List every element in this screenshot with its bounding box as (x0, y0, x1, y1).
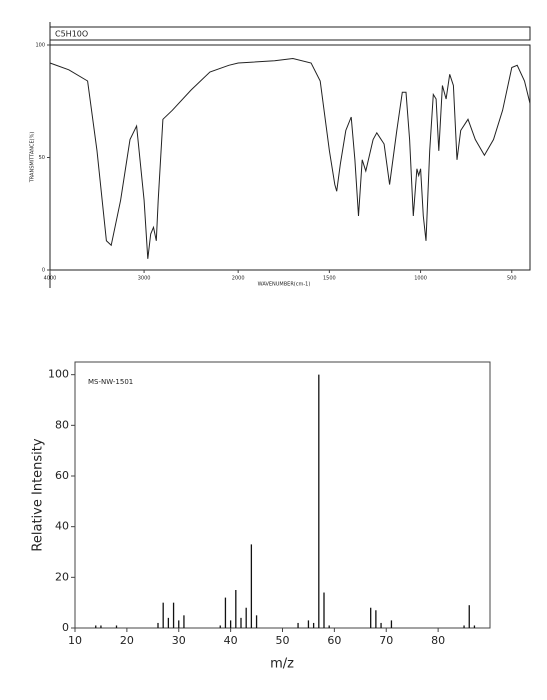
x-tick-label: 3000 (138, 276, 151, 282)
x-tick-label: 20 (120, 634, 134, 647)
x-tick-label: 40 (224, 634, 238, 647)
y-tick-label: 40 (55, 520, 69, 533)
x-tick-label: 4000 (44, 276, 57, 282)
x-tick-label: 1500 (323, 276, 336, 282)
ir-y-label: TRANSMITTANCE(%) (30, 132, 36, 184)
ir-frame (49, 44, 531, 271)
ms-frame (74, 361, 491, 629)
ir-x-label: WAVENUMBER(cm-1) (258, 282, 311, 288)
y-tick-label: 100 (48, 368, 69, 381)
x-tick-label: 10 (68, 634, 82, 647)
y-tick-label: 80 (55, 418, 69, 431)
title-box (49, 26, 531, 41)
ms-y-label: Relative Intensity (31, 438, 46, 551)
y-tick-label: 50 (39, 155, 45, 161)
ms-x-label: m/z (270, 657, 294, 672)
y-tick-label: 0 (42, 268, 45, 274)
x-tick-label: 500 (507, 276, 517, 282)
ms-annotation: MS-NW-1501 (88, 378, 133, 386)
y-tick-label: 60 (55, 469, 69, 482)
x-tick-label: 1000 (414, 276, 427, 282)
y-tick-label: 100 (35, 43, 45, 49)
x-tick-label: 80 (431, 634, 445, 647)
x-tick-label: 70 (379, 634, 393, 647)
ir-title: C5H10O (55, 30, 88, 39)
x-tick-label: 50 (276, 634, 290, 647)
spectrum-line (49, 57, 531, 259)
y-tick-label: 0 (62, 621, 69, 634)
x-tick-label: 2000 (232, 276, 245, 282)
x-tick-label: 60 (327, 634, 341, 647)
x-tick-label: 30 (172, 634, 186, 647)
y-tick-label: 20 (55, 570, 69, 583)
